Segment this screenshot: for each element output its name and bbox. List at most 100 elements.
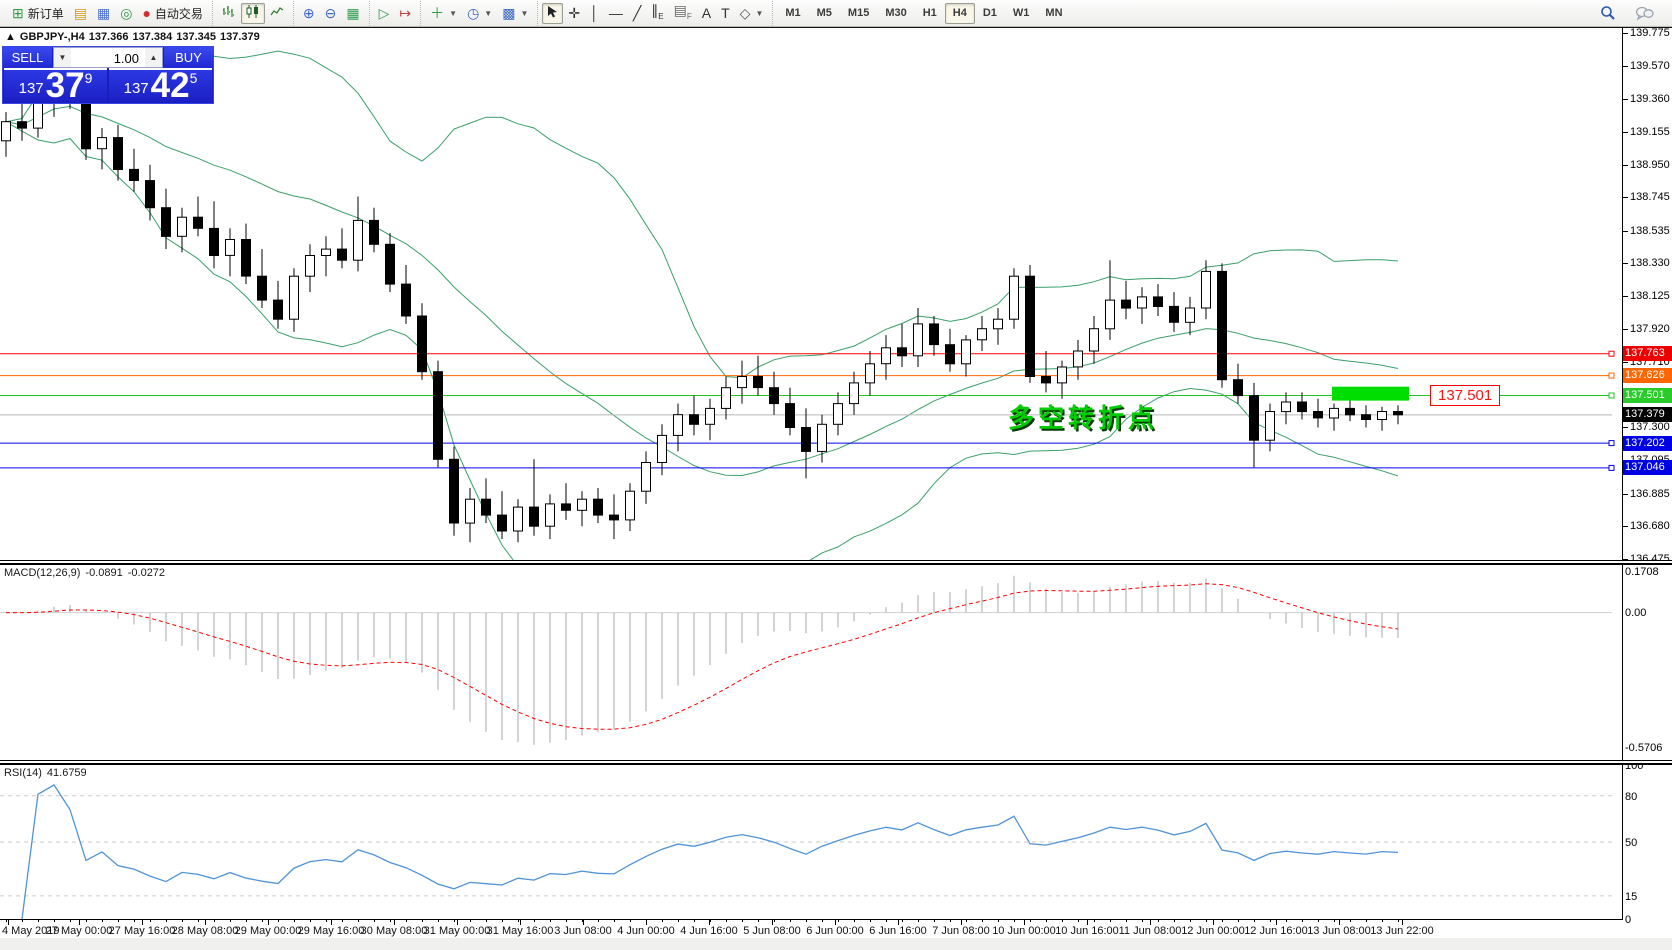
fibonacci-button[interactable]: ▤F: [669, 3, 697, 24]
label-button[interactable]: T: [716, 3, 735, 24]
toolbar: ⊞ 新订单 ▤ ▦ ◎ ● 自动交易 ⊕ ⊖ ▦ ▷ ↦ ＋ ▼ ◷ ▼ ▩ ▼ ✛ │ — ╱ ∥E ▤F A T ◇ ▼ …: [0, 0, 1672, 27]
time-axis-minor-tick: [806, 920, 807, 922]
shapes-button[interactable]: ◇ ▼: [735, 3, 769, 24]
timeframe-button-m1[interactable]: M1: [777, 3, 808, 24]
auto-scroll-button[interactable]: ▷: [374, 3, 395, 24]
chart-window[interactable]: ▲ GBPJPY-,H4 137.366 137.384 137.345 137.379 …: [0, 26, 1672, 950]
main-price-chart[interactable]: [0, 28, 1622, 560]
price-axis-hline-label: 137.202: [1623, 436, 1672, 451]
time-axis-label: 31 May 00:00: [423, 925, 491, 937]
time-axis-major-tick: [520, 920, 521, 925]
channel-button[interactable]: ∥E: [646, 3, 668, 24]
time-axis-minor-tick: [902, 920, 903, 922]
time-axis-major-tick: [772, 920, 773, 925]
macd-pane[interactable]: [0, 565, 1622, 760]
time-axis-minor-tick: [1078, 920, 1079, 922]
timeframe-button-w1[interactable]: W1: [1005, 3, 1038, 24]
horizontal-line-button[interactable]: —: [604, 3, 628, 24]
time-axis-minor-tick: [1302, 920, 1303, 922]
volume-value[interactable]: 1.00: [113, 51, 139, 66]
timeframe-button-m30[interactable]: M30: [877, 3, 914, 24]
macd-indicator-label: MACD(12,26,9) -0.0891 -0.0272: [4, 567, 166, 579]
tick-mark: [1623, 361, 1628, 363]
green-zone-rectangle[interactable]: [1332, 386, 1409, 401]
chinese-annotation[interactable]: 多空转折点: [1008, 403, 1159, 433]
zoom-in-button[interactable]: ⊕: [298, 3, 320, 24]
time-axis-minor-tick: [710, 920, 711, 922]
templates-button[interactable]: ▩ ▼: [497, 3, 533, 24]
pane-separator[interactable]: [0, 560, 1672, 565]
toolbar-group-main: ⊞ 新订单 ▤ ▦ ◎ ● 自动交易: [3, 1, 212, 26]
horizontal-lines[interactable]: [0, 350, 1615, 471]
data-window-button[interactable]: ▦: [92, 3, 115, 24]
time-axis-label: 13 Jun 08:00: [1307, 925, 1371, 937]
time-axis-minor-tick: [102, 920, 103, 922]
bar-chart-button[interactable]: [217, 3, 241, 24]
search-button[interactable]: [1595, 3, 1621, 24]
pane-separator[interactable]: [0, 760, 1672, 765]
tick-mark: [1623, 525, 1628, 527]
timeframe-button-h1[interactable]: H1: [915, 3, 945, 24]
periods-button[interactable]: ◷ ▼: [462, 3, 497, 24]
volume-decrease-button[interactable]: ▼: [54, 48, 71, 67]
window-bottom-strip: [0, 938, 1672, 950]
tile-windows-button[interactable]: ▦: [341, 3, 364, 24]
indicators-button[interactable]: ＋ ▼: [425, 3, 462, 24]
text-button[interactable]: A: [697, 3, 716, 24]
time-axis-minor-tick: [854, 920, 855, 922]
time-axis-minor-tick: [966, 920, 967, 922]
buy-price[interactable]: 137 42 5: [109, 68, 212, 103]
candlestick-button[interactable]: [240, 2, 265, 24]
new-order-button[interactable]: ⊞ 新订单: [7, 3, 69, 24]
vertical-line-button[interactable]: │: [585, 3, 604, 24]
timeframe-button-d1[interactable]: D1: [975, 3, 1005, 24]
time-axis-minor-tick: [198, 920, 199, 922]
timeframe-button-h4[interactable]: H4: [944, 2, 975, 24]
chat-button[interactable]: [1631, 3, 1659, 24]
chart-shift-button[interactable]: ↦: [394, 3, 416, 24]
price-axis[interactable]: 139.775 139.570 139.360 139.155 138.950 138.7…: [1623, 27, 1672, 936]
buy-button[interactable]: BUY: [164, 47, 213, 68]
time-axis-major-tick: [1339, 920, 1340, 925]
horizontal-line-icon: —: [608, 5, 623, 21]
time-axis-label: 28 May 08:00: [171, 925, 239, 937]
time-axis-minor-tick: [1318, 920, 1319, 922]
time-axis-minor-tick: [214, 920, 215, 922]
zoom-out-button[interactable]: ⊖: [320, 3, 342, 24]
cursor-button[interactable]: [542, 2, 564, 24]
rsi-pane[interactable]: [0, 765, 1622, 919]
panel-collapse-arrow[interactable]: ▲: [5, 31, 16, 43]
zoom-out-icon: ⊖: [324, 5, 337, 21]
time-axis-major-tick: [457, 920, 458, 925]
market-watch-button[interactable]: ▤: [69, 3, 92, 24]
time-axis-label: 6 Jun 00:00: [806, 925, 864, 937]
time-axis-minor-tick: [1286, 920, 1287, 922]
price-callout-label[interactable]: 137.501: [1430, 385, 1501, 406]
time-axis-minor-tick: [1238, 920, 1239, 922]
time-axis-major-tick: [142, 920, 143, 925]
price-axis-tick: 139.155: [1623, 126, 1670, 138]
time-axis-minor-tick: [662, 920, 663, 922]
crosshair-button[interactable]: ✛: [563, 3, 585, 24]
sell-button[interactable]: SELL: [3, 47, 52, 68]
tick-mark: [1623, 32, 1628, 34]
timeframe-button-mn[interactable]: MN: [1037, 3, 1070, 24]
trendline-button[interactable]: ╱: [628, 3, 646, 24]
toolbar-group-chart-type: [211, 0, 293, 26]
price-axis-tick-label: 138.745: [1630, 191, 1670, 203]
sell-price[interactable]: 137 37 9: [4, 68, 107, 103]
price-axis-tick-label: 139.570: [1630, 60, 1670, 72]
price-axis-tick-label: 139.775: [1630, 27, 1670, 39]
timeframe-button-m15[interactable]: M15: [840, 3, 877, 24]
volume-spinner: ▼ 1.00 ▲: [53, 47, 163, 68]
timeframe-button-m5[interactable]: M5: [809, 3, 840, 24]
time-axis[interactable]: 4 May 2019 27 May 00:00 27 May 16:00 28 May…: [0, 919, 1622, 940]
line-chart-button[interactable]: [265, 3, 289, 24]
time-axis-label: 10 Jun 00:00: [992, 925, 1056, 937]
autotrading-button[interactable]: ● 自动交易: [137, 3, 207, 24]
volume-increase-button[interactable]: ▲: [145, 48, 162, 67]
signals-button[interactable]: ◎: [115, 3, 137, 24]
time-axis-minor-tick: [1030, 920, 1031, 922]
time-axis-minor-tick: [918, 920, 919, 922]
new-order-button-label: 新订单: [27, 6, 64, 21]
